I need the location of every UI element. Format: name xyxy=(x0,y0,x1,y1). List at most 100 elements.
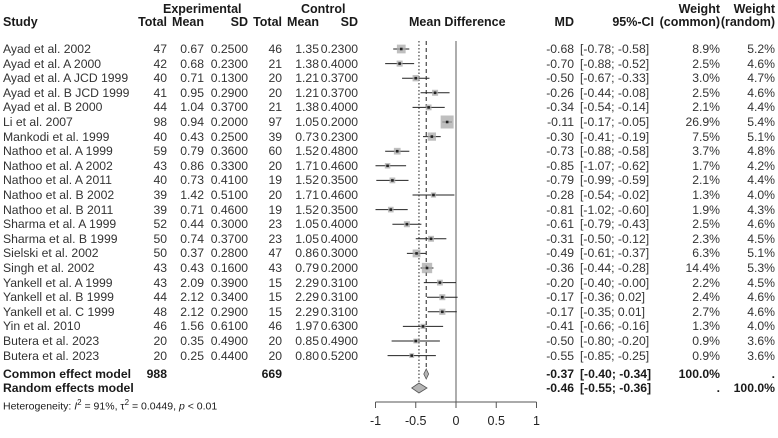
row-ci: [-0.54; -0.02] xyxy=(580,188,650,202)
row-c-sd: 0.3700 xyxy=(320,85,358,100)
weight-random-header-top: Weight xyxy=(733,2,775,16)
row-e-mean: 0.86 xyxy=(180,158,204,173)
i2-sup: 2 xyxy=(77,398,82,407)
control-group-header: Control xyxy=(301,2,346,16)
row-c-mean: 1.52 xyxy=(295,202,319,217)
row-md: -0.73 xyxy=(546,144,574,159)
point-estimate xyxy=(410,354,414,357)
row-w-random: 4.6% xyxy=(747,85,775,100)
row-md: -0.79 xyxy=(546,173,574,188)
row-c-sd: 0.4000 xyxy=(320,231,358,246)
row-study: Li et al. 2007 xyxy=(3,115,73,129)
row-c-sd: 0.2300 xyxy=(320,129,358,144)
row-c-sd: 0.3700 xyxy=(320,71,358,86)
row-c-sd: 0.3500 xyxy=(320,173,358,188)
row-c-sd: 0.4000 xyxy=(320,217,358,232)
heterogeneity-stats: Heterogeneity: I2 = 91%, τ2 = 0.0449, p … xyxy=(3,396,217,414)
row-e-total: 44 xyxy=(153,290,167,305)
row-w-common: 0.9% xyxy=(692,334,720,348)
row-w-common: 6.3% xyxy=(692,246,720,261)
point-estimate xyxy=(399,47,403,51)
row-e-mean: 0.71 xyxy=(180,202,204,217)
row-w-random: 4.0% xyxy=(747,319,775,334)
row-ci: [-0.66; -0.16] xyxy=(580,319,650,334)
row-c-mean: 1.71 xyxy=(295,188,319,202)
point-estimate xyxy=(445,120,449,124)
random-weight-common: . xyxy=(716,381,720,395)
row-e-sd: 0.4100 xyxy=(210,173,248,188)
point-estimate xyxy=(433,91,437,95)
i2-value: = 91%, xyxy=(81,400,121,413)
row-e-mean: 0.74 xyxy=(180,231,204,246)
row-e-sd: 0.3600 xyxy=(210,144,248,159)
row-e-sd: 0.1300 xyxy=(210,71,248,86)
row-md: -0.34 xyxy=(546,100,574,115)
row-md: -0.61 xyxy=(546,217,574,232)
row-w-common: 2.5% xyxy=(692,85,720,100)
row-w-common: 2.4% xyxy=(692,290,720,305)
row-w-common: 1.3% xyxy=(692,188,720,202)
row-c-total: 23 xyxy=(268,231,282,246)
common-weight-common: 100.0% xyxy=(678,367,720,381)
point-estimate xyxy=(425,266,429,270)
row-e-sd: 0.3300 xyxy=(210,158,248,173)
row-w-random: 5.1% xyxy=(747,246,775,261)
row-w-common: 2.1% xyxy=(692,173,720,188)
random-effect-diamond xyxy=(411,382,428,394)
row-ci: [-0.80; -0.20] xyxy=(580,334,650,348)
row-w-random: 4.6% xyxy=(747,304,775,319)
row-c-sd: 0.3100 xyxy=(320,275,358,290)
row-e-total: 40 xyxy=(153,129,167,144)
row-study: Nathoo et al. B 2002 xyxy=(3,188,115,202)
row-e-total: 46 xyxy=(153,319,167,334)
row-study: Ayad et al. A 2000 xyxy=(3,56,102,71)
row-w-random: 4.7% xyxy=(747,71,775,86)
row-study: Ayad et al. 2002 xyxy=(3,42,91,56)
row-e-sd: 0.3700 xyxy=(210,100,248,115)
row-c-sd: 0.4600 xyxy=(320,158,358,173)
row-c-sd: 0.6300 xyxy=(320,319,358,334)
row-c-sd: 0.3100 xyxy=(320,304,358,319)
row-e-mean: 0.68 xyxy=(180,56,204,71)
row-study: Nathoo et al. B 2011 xyxy=(3,202,114,217)
point-estimate xyxy=(441,295,444,299)
row-md: -0.11 xyxy=(547,115,574,129)
random-md: -0.46 xyxy=(546,381,574,395)
row-e-mean: 0.79 xyxy=(180,144,204,159)
row-e-total: 44 xyxy=(153,100,167,115)
common-ctrl-total: 669 xyxy=(261,367,282,381)
row-study: Nathoo et al. A 2011 xyxy=(3,173,112,188)
study-column-header: Study xyxy=(3,15,38,29)
row-e-sd: 0.2900 xyxy=(210,85,248,100)
row-study: Yin et al. 2010 xyxy=(3,319,81,334)
row-e-total: 59 xyxy=(153,144,167,159)
row-md: -0.26 xyxy=(546,85,574,100)
row-e-sd: 0.1600 xyxy=(210,261,248,275)
exp-total-header: Total xyxy=(138,15,167,29)
row-w-common: 2.3% xyxy=(692,231,720,246)
row-w-random: 4.0% xyxy=(747,188,775,202)
point-estimate xyxy=(432,193,435,197)
random-model-label: Random effects model xyxy=(3,381,134,395)
row-c-total: 20 xyxy=(268,71,282,86)
random-ci: [-0.55; -0.36] xyxy=(580,381,652,395)
x-tick-label: 0.5 xyxy=(488,414,505,428)
row-e-total: 20 xyxy=(153,334,167,348)
row-c-total: 23 xyxy=(268,217,282,232)
weight-random-header: (random) xyxy=(720,15,775,29)
row-e-sd: 0.3700 xyxy=(210,231,248,246)
row-md: -0.41 xyxy=(546,319,574,334)
row-study: Mankodi et al. 1999 xyxy=(3,129,110,144)
row-e-total: 50 xyxy=(153,231,167,246)
x-tick-label: 1 xyxy=(533,414,540,428)
row-c-sd: 0.4800 xyxy=(320,144,358,159)
md-header: MD xyxy=(554,15,574,29)
row-w-common: 2.5% xyxy=(692,56,720,71)
row-study: Nathoo et al. A 1999 xyxy=(3,144,113,159)
row-w-random: 5.3% xyxy=(747,261,775,275)
row-ci: [-0.54; -0.14] xyxy=(580,100,650,115)
row-c-total: 46 xyxy=(268,42,282,56)
row-e-mean: 1.56 xyxy=(180,319,204,334)
row-ci: [-0.85; -0.25] xyxy=(580,348,650,363)
point-estimate xyxy=(441,310,444,314)
